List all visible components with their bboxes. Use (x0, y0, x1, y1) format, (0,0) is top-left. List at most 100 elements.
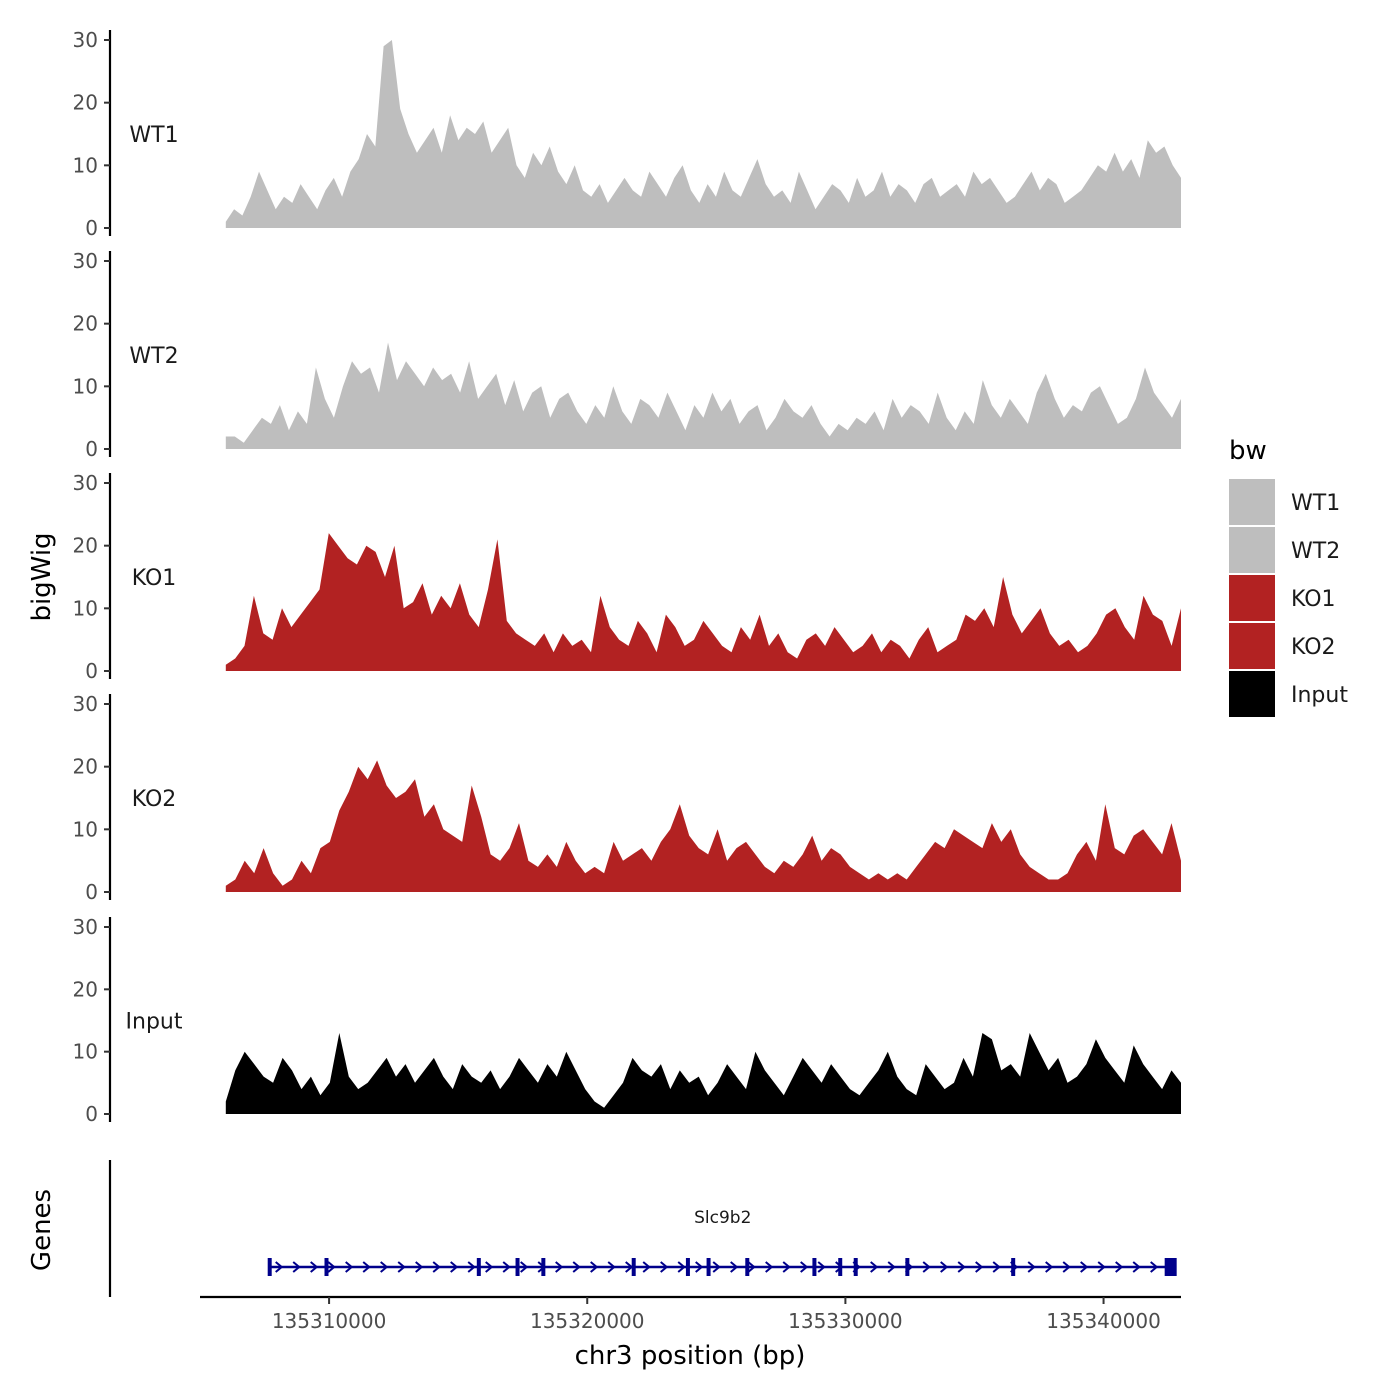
strand-arrow (817, 1261, 826, 1273)
strand-arrow (712, 1261, 721, 1273)
legend-item-ko2: KO2 (1229, 623, 1336, 669)
signal-area-wt2 (225, 342, 1182, 449)
strand-arrow (485, 1261, 494, 1273)
exon (1164, 1258, 1177, 1276)
strand-arrow (292, 1261, 301, 1273)
legend-label: KO1 (1291, 587, 1336, 612)
strand-arrow (555, 1261, 564, 1273)
strand-arrow (1045, 1261, 1054, 1273)
strand-arrow (1132, 1261, 1141, 1273)
y-axis-title: bigWig (27, 532, 57, 621)
strand-arrow (345, 1261, 354, 1273)
exon (631, 1258, 636, 1276)
exon (685, 1258, 690, 1276)
track-ko2: 0 10 20 30 KO2 (73, 692, 1182, 904)
x-tick-label: 135330000 (788, 1309, 903, 1333)
signal-area-input (225, 1033, 1182, 1114)
strand-arrow (677, 1261, 686, 1273)
legend-swatch (1229, 671, 1275, 717)
exon (905, 1258, 910, 1276)
track-label: KO2 (132, 787, 177, 812)
strand-arrow (520, 1261, 529, 1273)
x-tick-label: 135340000 (1046, 1309, 1161, 1333)
exon (515, 1258, 520, 1276)
track-label: Input (126, 1010, 183, 1035)
legend-swatch (1229, 575, 1275, 621)
y-tick-label: 30 (73, 915, 98, 939)
exon (853, 1258, 858, 1276)
strand-arrow (502, 1261, 511, 1273)
legend-label: Input (1291, 683, 1348, 708)
y-tick-label: 0 (85, 216, 98, 240)
legend-swatch (1229, 479, 1275, 525)
strand-arrow (695, 1261, 704, 1273)
track-label: WT2 (129, 344, 178, 369)
exon (476, 1258, 481, 1276)
gene-track: Slc9b2 (108, 1160, 1177, 1297)
strand-arrow (1080, 1261, 1089, 1273)
exon (838, 1258, 843, 1276)
track-input: 0 10 20 30 Input (73, 915, 1182, 1126)
x-axis-title: chr3 position (bp) (575, 1341, 806, 1371)
strand-arrow (660, 1261, 669, 1273)
x-tick-label: 135310000 (272, 1309, 387, 1333)
strand-arrow (642, 1261, 651, 1273)
x-axis: 135310000 135320000 135330000 135340000 (200, 1295, 1181, 1333)
legend-label: WT2 (1291, 539, 1340, 564)
bigwig-tracks: 0 10 20 30 WT1 0 10 20 30 WT2 0 10 20 30 KO1 0 10 20 30 KO2… (73, 28, 1182, 1126)
strand-arrow (887, 1261, 896, 1273)
strand-arrow (1115, 1261, 1124, 1273)
strand-arrow (730, 1261, 739, 1273)
y-tick-label: 10 (73, 1040, 98, 1064)
y-tick-label: 30 (73, 471, 98, 495)
track-wt2: 0 10 20 30 WT2 (73, 249, 1182, 461)
strand-arrow (625, 1261, 634, 1273)
strand-arrow (1062, 1261, 1071, 1273)
legend-title: bw (1229, 436, 1267, 466)
legend-swatch (1229, 623, 1275, 669)
x-tick-label: 135320000 (530, 1309, 645, 1333)
exon (706, 1258, 711, 1276)
strand-arrow (957, 1261, 966, 1273)
strand-arrow (432, 1261, 441, 1273)
y-tick-label: 30 (73, 28, 98, 52)
y-tick-label: 30 (73, 692, 98, 716)
legend-item-wt1: WT1 (1229, 479, 1340, 525)
strand-arrow (922, 1261, 931, 1273)
exon (324, 1258, 329, 1276)
legend-item-wt2: WT2 (1229, 527, 1340, 573)
strand-arrow (870, 1261, 879, 1273)
y-tick-label: 10 (73, 596, 98, 620)
track-ko1: 0 10 20 30 KO1 (73, 471, 1182, 683)
strand-arrow (747, 1261, 756, 1273)
strand-arrow (467, 1261, 476, 1273)
strand-arrow (1150, 1261, 1159, 1273)
gene-name-label: Slc9b2 (694, 1208, 751, 1228)
strand-arrow (275, 1261, 284, 1273)
legend-label: WT1 (1291, 491, 1340, 516)
y-tick-label: 0 (85, 659, 98, 683)
legend-label: KO2 (1291, 635, 1336, 660)
y-tick-label: 10 (73, 153, 98, 177)
strand-arrow (590, 1261, 599, 1273)
strand-arrow (992, 1261, 1001, 1273)
genes-axis-title: Genes (27, 1189, 57, 1271)
exon (745, 1258, 750, 1276)
exon (267, 1258, 272, 1276)
y-tick-label: 0 (85, 1102, 98, 1126)
strand-arrow (397, 1261, 406, 1273)
strand-arrow (572, 1261, 581, 1273)
y-tick-label: 10 (73, 817, 98, 841)
strand-arrow (327, 1261, 336, 1273)
strand-arrow (362, 1261, 371, 1273)
y-tick-label: 0 (85, 880, 98, 904)
signal-area-ko1 (225, 533, 1182, 671)
exon (541, 1258, 546, 1276)
legend-item-ko1: KO1 (1229, 575, 1336, 621)
y-tick-label: 20 (73, 534, 98, 558)
strand-arrow (800, 1261, 809, 1273)
strand-arrow (1097, 1261, 1106, 1273)
y-tick-label: 20 (73, 755, 98, 779)
y-tick-label: 30 (73, 249, 98, 273)
